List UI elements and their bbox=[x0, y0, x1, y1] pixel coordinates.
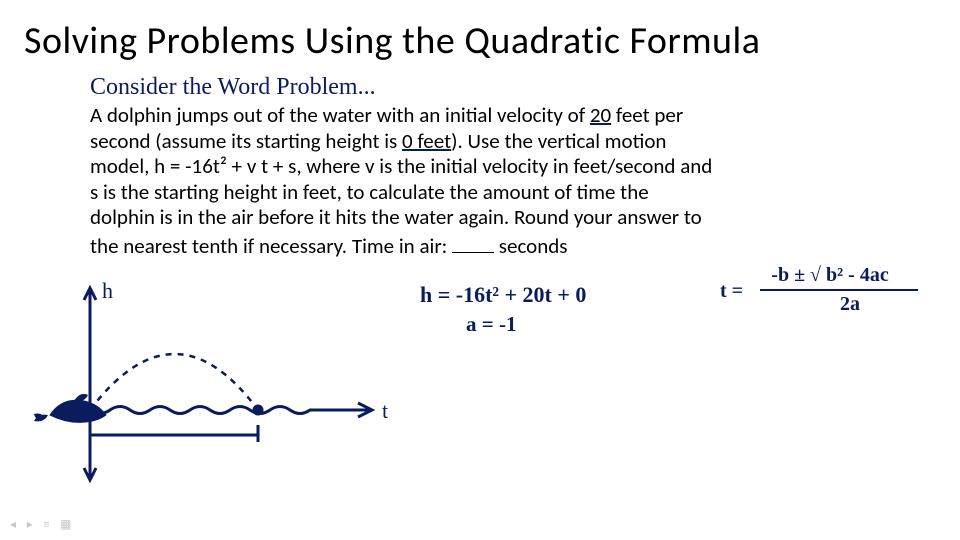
t-axis-label: t bbox=[382, 398, 388, 423]
coefficient-a: a = -1 bbox=[466, 312, 516, 337]
h-axis-label: h bbox=[102, 278, 113, 303]
text: seconds bbox=[494, 233, 567, 259]
water-line bbox=[70, 407, 370, 414]
given-velocity: 20 bbox=[590, 102, 611, 128]
page-title: Solving Problems Using the Quadratic For… bbox=[0, 0, 960, 70]
given-height: 0 feet bbox=[402, 128, 451, 154]
motion-sketch: h t bbox=[30, 270, 410, 510]
formula-lhs: t = bbox=[720, 280, 743, 303]
text: dolphin is in the air before it hits the… bbox=[90, 204, 702, 230]
equation-substituted: h = -16t² + 20t + 0 bbox=[420, 282, 586, 308]
text: model, h = -16t² + v t + s, where v is t… bbox=[90, 153, 712, 179]
landing-point bbox=[253, 405, 264, 416]
text: A dolphin jumps out of the water with an… bbox=[90, 102, 590, 128]
answer-blank bbox=[452, 231, 494, 253]
quadratic-formula: t = -b ± √ b² - 4ac 2a bbox=[720, 264, 940, 316]
dolphin-icon bbox=[34, 394, 106, 423]
text: the nearest tenth if necessary. Time in … bbox=[90, 233, 452, 259]
text: ). Use the vertical motion bbox=[451, 128, 666, 154]
formula-denominator: 2a bbox=[720, 291, 940, 316]
formula-numerator: -b ± √ b² - 4ac bbox=[720, 264, 940, 289]
text: feet per bbox=[611, 102, 683, 128]
text: second (assume its starting height is bbox=[90, 128, 402, 154]
problem-paragraph: A dolphin jumps out of the water with an… bbox=[0, 103, 900, 260]
text: s is the starting height in feet, to cal… bbox=[90, 179, 649, 205]
subtitle: Consider the Word Problem... bbox=[0, 70, 960, 103]
trajectory-arc bbox=[90, 354, 258, 410]
player-controls[interactable]: ◂ ▸ ≡ ▦ bbox=[10, 517, 76, 532]
